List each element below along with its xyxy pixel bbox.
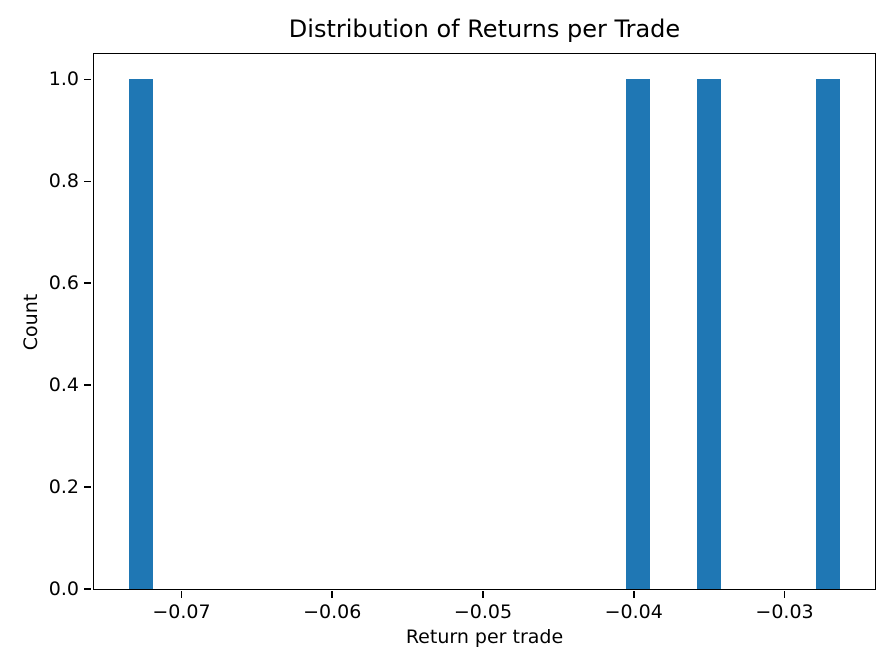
x-tick-label: −0.04: [604, 601, 663, 623]
x-axis-label: Return per trade: [405, 626, 564, 648]
y-tick-label: 0.6: [48, 272, 79, 295]
y-tick-mark: [83, 180, 91, 183]
y-tick-mark: [83, 282, 91, 285]
y-tick-label: 0.4: [48, 374, 79, 397]
y-tick-mark: [83, 78, 91, 81]
x-tick-mark: [783, 590, 786, 598]
histogram-bar: [128, 79, 153, 589]
x-tick-label: −0.06: [303, 601, 362, 623]
histogram-bar: [626, 79, 651, 589]
x-tick-mark: [632, 590, 635, 598]
x-tick-label: −0.07: [152, 601, 211, 623]
x-tick-label: −0.03: [755, 601, 814, 623]
chart-title: Distribution of Returns per Trade: [288, 15, 681, 43]
y-tick-label: 1.0: [48, 68, 79, 91]
y-tick-mark: [83, 588, 91, 590]
x-tick-label: −0.05: [453, 601, 513, 623]
x-tick-mark: [482, 590, 484, 598]
y-tick-label: 0.8: [48, 170, 79, 193]
x-tick-mark: [331, 590, 333, 598]
plot-area: −0.07 −0.06 −0.05 −0.04 −0.03 0.0 0.2 0.4 0.6 0.8…: [49, 53, 876, 623]
y-tick-label: 0.0: [48, 578, 79, 600]
y-axis-label: Count: [20, 293, 42, 351]
x-tick-mark: [180, 590, 183, 598]
y-tick-label: 0.2: [48, 476, 79, 499]
y-tick-mark: [83, 486, 91, 488]
histogram-bar: [697, 79, 722, 589]
histogram-bar: [816, 79, 841, 589]
y-tick-mark: [83, 384, 91, 386]
